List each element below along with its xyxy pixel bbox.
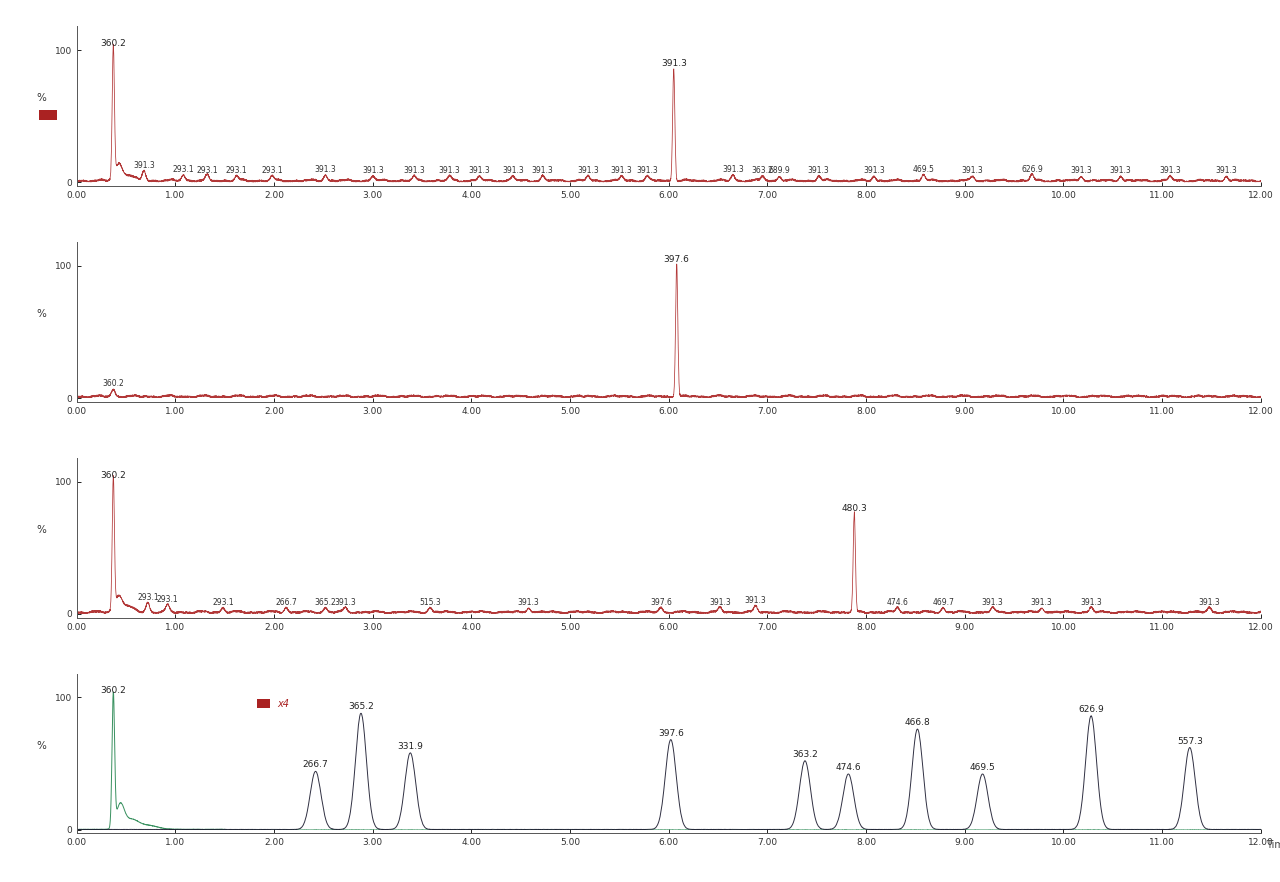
Text: 391.3: 391.3 [403,167,425,176]
Text: 391.3: 391.3 [133,161,155,170]
Text: 363.2: 363.2 [792,750,818,759]
Text: 293.1: 293.1 [156,595,178,604]
Text: 293.1: 293.1 [137,593,159,602]
Text: 391.3: 391.3 [636,167,658,176]
Text: 391.3: 391.3 [982,598,1004,607]
Text: 391.3: 391.3 [863,167,884,176]
Bar [40,109,58,120]
Text: 469.5: 469.5 [970,763,996,772]
Text: 391.3: 391.3 [808,167,829,176]
Text: 626.9: 626.9 [1021,165,1043,174]
Text: 469.7: 469.7 [932,598,954,607]
Text: 391.3: 391.3 [502,167,524,176]
Text: 391.3: 391.3 [722,165,744,174]
Text: 397.6: 397.6 [650,598,672,607]
Text: 391.3: 391.3 [468,167,490,176]
Text: x4: x4 [276,699,289,709]
Text: 365.2: 365.2 [348,702,374,711]
Text: 480.3: 480.3 [841,504,867,512]
Text: 391.3: 391.3 [1080,598,1102,607]
Y-axis label: %: % [36,309,46,319]
Text: 360.2: 360.2 [100,471,127,480]
Text: 466.8: 466.8 [905,718,931,727]
Text: 391.3: 391.3 [1160,167,1181,176]
Text: 360.2: 360.2 [100,686,127,696]
Text: 391.3: 391.3 [1216,167,1238,176]
Text: 469.5: 469.5 [913,165,934,174]
Text: 331.9: 331.9 [397,742,424,751]
Text: 391.3: 391.3 [577,167,599,176]
Text: 391.3: 391.3 [439,167,461,176]
Text: 515.3: 515.3 [419,598,440,607]
Text: 266.7: 266.7 [302,760,329,769]
Text: 474.6: 474.6 [887,598,909,607]
Text: 391.3: 391.3 [745,596,767,605]
Text: 391.3: 391.3 [1198,598,1220,607]
Text: 391.3: 391.3 [660,59,686,68]
Text: 391.3: 391.3 [1070,167,1092,176]
Text: 474.6: 474.6 [836,763,861,772]
Text: 293.1: 293.1 [225,167,247,176]
Text: 293.1: 293.1 [212,598,234,607]
Y-axis label: %: % [36,93,46,103]
Text: 397.6: 397.6 [658,729,684,737]
Text: 391.3: 391.3 [709,598,731,607]
Text: 360.2: 360.2 [100,40,127,49]
Text: 391.3: 391.3 [961,167,983,176]
Text: 360.2: 360.2 [102,379,124,388]
Text: 689.9: 689.9 [768,167,790,176]
Text: 293.1: 293.1 [261,167,283,176]
Text: 391.3: 391.3 [315,165,337,174]
Bar [257,699,270,708]
Text: 365.2: 365.2 [315,598,337,607]
Text: 557.3: 557.3 [1176,736,1203,745]
Text: 293.1: 293.1 [173,165,195,174]
Text: 293.1: 293.1 [196,166,218,175]
Text: 391.3: 391.3 [334,598,356,607]
Y-axis label: %: % [36,741,46,751]
Y-axis label: %: % [36,525,46,534]
Text: 391.3: 391.3 [531,167,553,176]
Text: 397.6: 397.6 [664,255,690,264]
Text: 391.3: 391.3 [1030,598,1052,607]
Text: 626.9: 626.9 [1078,705,1103,714]
Text: 363.2: 363.2 [751,167,773,176]
Text: 391.3: 391.3 [362,167,384,176]
Text: Time: Time [1266,840,1280,850]
Text: 266.7: 266.7 [275,598,297,607]
Text: 391.3: 391.3 [611,167,632,176]
Text: 391.3: 391.3 [1110,167,1132,176]
Text: 391.3: 391.3 [518,598,540,607]
